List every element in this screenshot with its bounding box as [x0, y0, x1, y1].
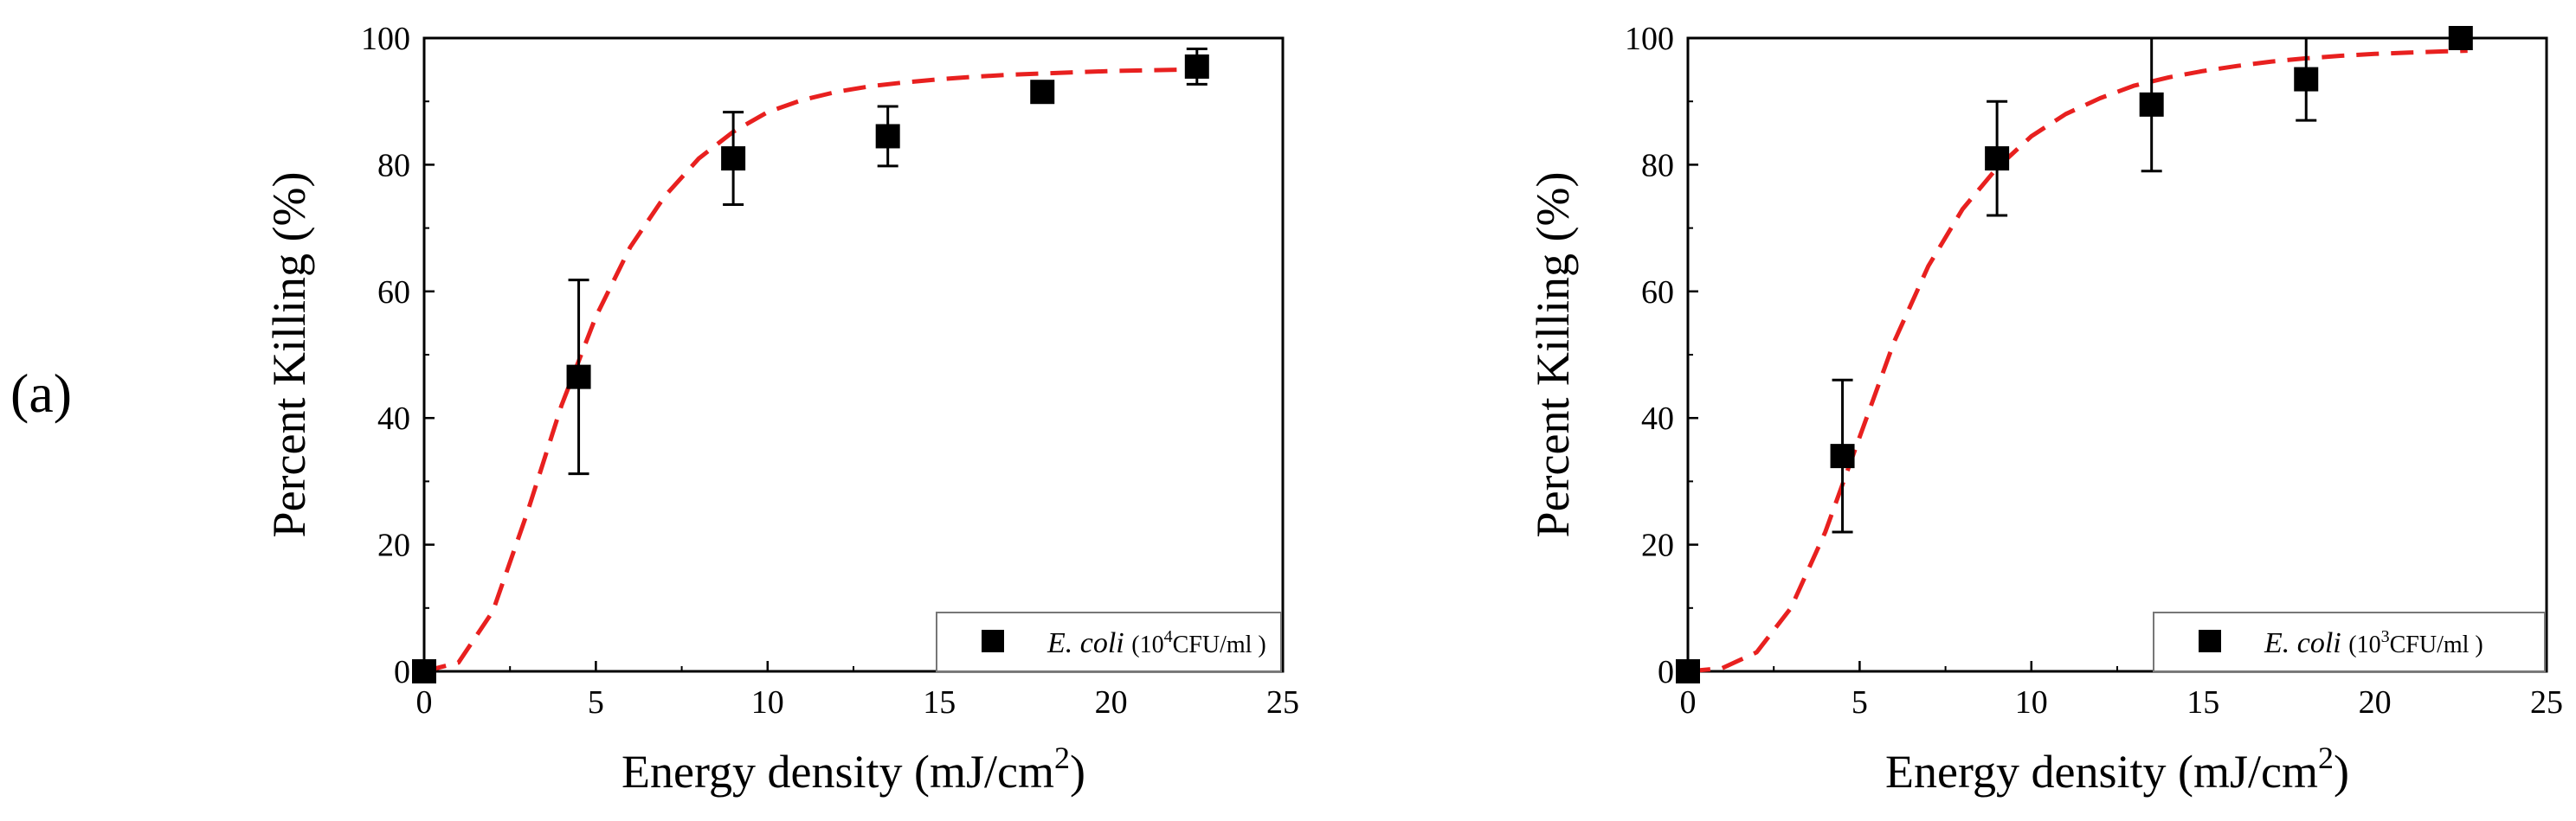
legend-marker: [982, 630, 1004, 652]
x-tick-label: 5: [1852, 684, 1868, 721]
data-point: [875, 124, 900, 149]
data-point: [2139, 92, 2164, 117]
data-point: [566, 364, 591, 389]
x-tick-label: 20: [2359, 684, 2392, 721]
x-tick-label: 25: [2530, 684, 2563, 721]
x-tick-label: 0: [1680, 684, 1697, 721]
data-point: [1830, 444, 1855, 469]
data-point: [412, 659, 436, 683]
chart-ecoli-1e3: 0 5 10 15 20 25 0 20 40 60 80 100 Energy density (mJ…: [1527, 21, 2563, 798]
x-tick-label: 15: [923, 684, 956, 721]
fit-curve: [423, 67, 1204, 674]
x-tick-label: 20: [1095, 684, 1128, 721]
y-tick-label: 40: [377, 401, 410, 437]
data-point: [721, 146, 746, 171]
x-tick-label: 15: [2186, 684, 2219, 721]
y-tick-label: 20: [1641, 528, 1674, 564]
y-tick-label: 60: [1641, 274, 1674, 311]
data-point: [1184, 54, 1209, 79]
x-tick-label: 0: [416, 684, 433, 721]
legend-label: E. coli (104CFU/ml ): [1046, 627, 1266, 659]
x-tick-label: 10: [2015, 684, 2048, 721]
plot-frame: [1686, 36, 2548, 673]
y-tick-label: 20: [377, 528, 410, 564]
y-tick-label: 0: [394, 654, 410, 690]
y-tick-label: 0: [1658, 654, 1674, 690]
fit-curve: [1687, 48, 2468, 674]
legend-marker: [2199, 630, 2221, 652]
y-tick-label: 60: [377, 274, 410, 311]
y-axis-title: Percent Killing (%): [263, 172, 315, 538]
y-tick-label: 40: [1641, 401, 1674, 437]
x-tick-label: 25: [1266, 684, 1299, 721]
chart-ecoli-1e4: 0 5 10 15 20 25 0 20 40 60 80 100 Energy density (mJ…: [263, 21, 1299, 798]
x-axis-title: Energy density (mJ/cm2): [621, 741, 1085, 798]
data-point: [2294, 67, 2319, 92]
data-point: [1676, 659, 1700, 683]
y-axis-title: Percent Killing (%): [1527, 172, 1579, 538]
y-tick-label: 80: [1641, 147, 1674, 183]
plot-frame: [422, 36, 1285, 673]
x-tick-label: 5: [588, 684, 604, 721]
x-tick-label: 10: [751, 684, 784, 721]
y-tick-label: 100: [1625, 21, 1674, 57]
data-point: [1030, 80, 1055, 105]
y-tick-label: 100: [361, 21, 410, 57]
legend-label: E. coli (103CFU/ml ): [2264, 627, 2483, 659]
data-point: [1985, 146, 2010, 171]
panel-label: (a): [10, 362, 73, 424]
x-axis-title: Energy density (mJ/cm2): [1885, 741, 2349, 798]
data-point: [2448, 26, 2473, 50]
y-tick-label: 80: [377, 147, 410, 183]
